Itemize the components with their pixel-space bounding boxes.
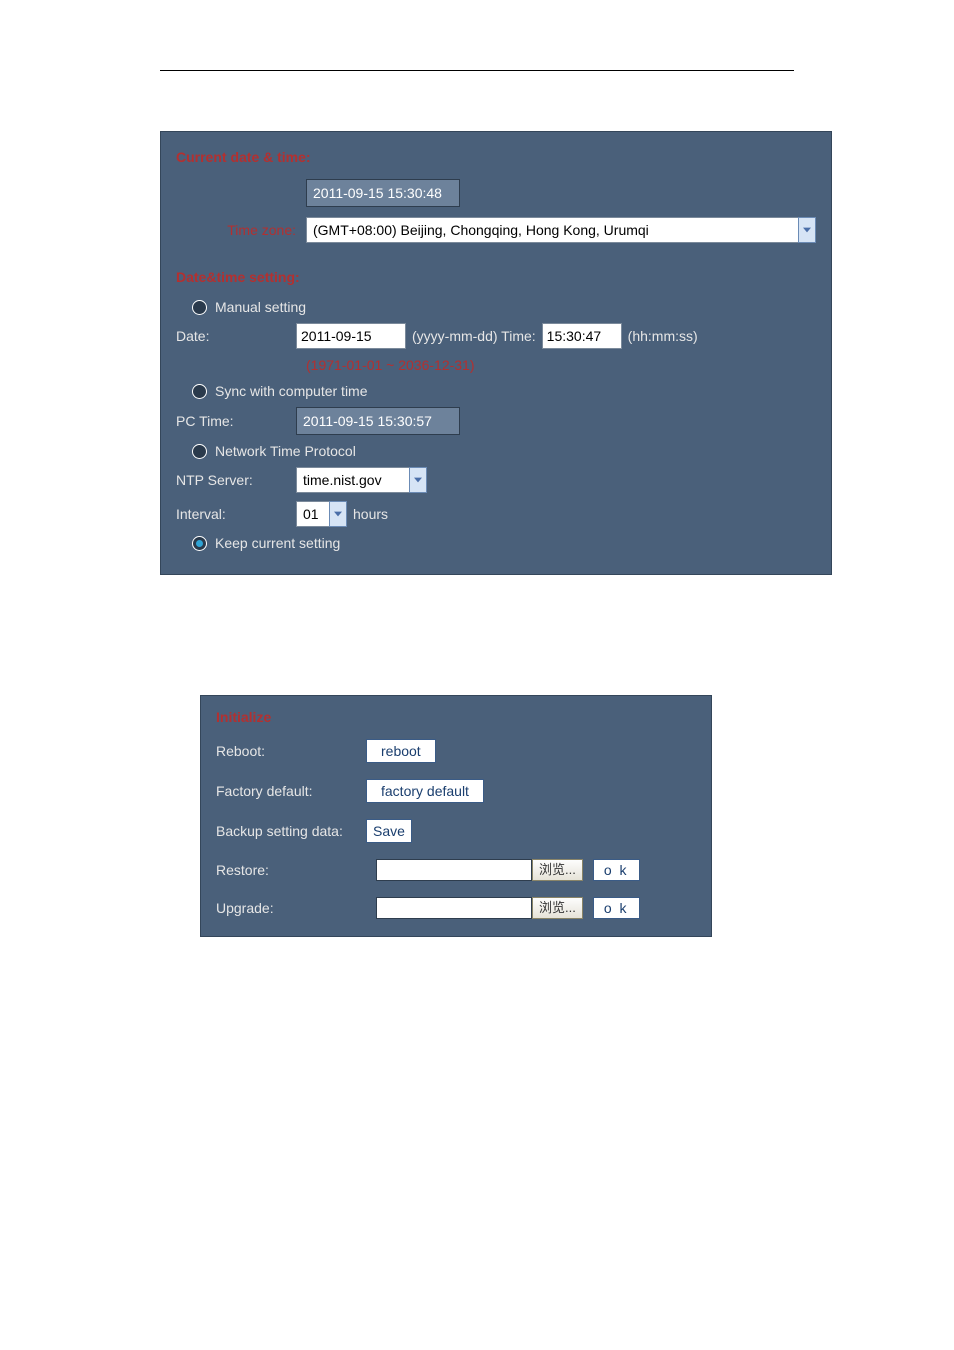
pc-time-value: 2011-09-15 15:30:57 bbox=[296, 407, 460, 435]
radio-keep-label: Keep current setting bbox=[215, 535, 340, 551]
initialize-title: Initialize bbox=[216, 709, 696, 725]
radio-ntp-label: Network Time Protocol bbox=[215, 443, 356, 459]
ntp-interval-label: Interval: bbox=[176, 506, 296, 522]
reboot-button[interactable]: reboot bbox=[366, 739, 436, 763]
manual-date-input[interactable] bbox=[296, 323, 406, 349]
pc-time-label: PC Time: bbox=[176, 413, 296, 429]
restore-browse-button[interactable]: 浏览... bbox=[532, 859, 583, 881]
upgrade-label: Upgrade: bbox=[216, 900, 376, 916]
current-datetime-row: 2011-09-15 15:30:48 bbox=[176, 179, 816, 207]
upgrade-browse-button[interactable]: 浏览... bbox=[532, 897, 583, 919]
ntp-server-value: time.nist.gov bbox=[296, 467, 409, 493]
upgrade-file-input[interactable] bbox=[376, 897, 532, 919]
manual-date-label: Date: bbox=[176, 328, 296, 344]
radio-ntp[interactable]: Network Time Protocol bbox=[192, 443, 816, 459]
backup-label: Backup setting data: bbox=[216, 823, 366, 839]
radio-sync-label: Sync with computer time bbox=[215, 383, 368, 399]
timezone-row: Time zone: (GMT+08:00) Beijing, Chongqin… bbox=[176, 217, 816, 243]
reboot-label: Reboot: bbox=[216, 743, 366, 759]
restore-label: Restore: bbox=[216, 862, 376, 878]
ntp-server-label: NTP Server: bbox=[176, 472, 296, 488]
radio-manual[interactable]: Manual setting bbox=[192, 299, 816, 315]
ntp-interval-row: Interval: 01 hours bbox=[176, 501, 816, 527]
radio-icon bbox=[192, 384, 207, 399]
upgrade-ok-button[interactable]: o k bbox=[593, 897, 640, 919]
timezone-label: Time zone: bbox=[176, 222, 306, 238]
manual-date-hint: (yyyy-mm-dd) Time: bbox=[412, 328, 536, 344]
restore-ok-button[interactable]: o k bbox=[593, 859, 640, 881]
radio-icon bbox=[192, 444, 207, 459]
ntp-interval-unit: hours bbox=[353, 506, 388, 522]
upgrade-row: Upgrade: 浏览... o k bbox=[216, 897, 696, 919]
ntp-interval-value: 01 bbox=[296, 501, 329, 527]
page-root: Current date & time: 2011-09-15 15:30:48… bbox=[0, 70, 954, 977]
current-datetime-value: 2011-09-15 15:30:48 bbox=[306, 179, 460, 207]
factory-row: Factory default: factory default bbox=[216, 779, 696, 803]
ntp-server-row: NTP Server: time.nist.gov bbox=[176, 467, 816, 493]
save-button[interactable]: Save bbox=[366, 819, 412, 843]
restore-file-input[interactable] bbox=[376, 859, 532, 881]
radio-icon bbox=[192, 300, 207, 315]
radio-keep[interactable]: Keep current setting bbox=[192, 535, 816, 551]
restore-row: Restore: 浏览... o k bbox=[216, 859, 696, 881]
chevron-down-icon bbox=[409, 467, 427, 493]
radio-icon bbox=[192, 536, 207, 551]
ntp-server-select[interactable]: time.nist.gov bbox=[296, 467, 427, 493]
manual-date-row: Date: (yyyy-mm-dd) Time: (hh:mm:ss) bbox=[176, 323, 816, 349]
factory-default-button[interactable]: factory default bbox=[366, 779, 484, 803]
initialize-panel: Initialize Reboot: reboot Factory defaul… bbox=[200, 695, 712, 937]
timezone-value: (GMT+08:00) Beijing, Chongqing, Hong Kon… bbox=[306, 217, 798, 243]
manual-time-input[interactable] bbox=[542, 323, 622, 349]
top-divider bbox=[160, 70, 794, 71]
factory-label: Factory default: bbox=[216, 783, 366, 799]
backup-row: Backup setting data: Save bbox=[216, 819, 696, 843]
reboot-row: Reboot: reboot bbox=[216, 739, 696, 763]
pc-time-row: PC Time: 2011-09-15 15:30:57 bbox=[176, 407, 816, 435]
ntp-interval-select[interactable]: 01 bbox=[296, 501, 347, 527]
timezone-select[interactable]: (GMT+08:00) Beijing, Chongqing, Hong Kon… bbox=[306, 217, 816, 243]
chevron-down-icon bbox=[798, 217, 816, 243]
chevron-down-icon bbox=[329, 501, 347, 527]
datetime-panel: Current date & time: 2011-09-15 15:30:48… bbox=[160, 131, 832, 575]
radio-sync[interactable]: Sync with computer time bbox=[192, 383, 816, 399]
radio-manual-label: Manual setting bbox=[215, 299, 306, 315]
manual-range-hint: (1971-01-01 ~ 2036-12-31) bbox=[306, 357, 816, 373]
datetime-setting-title: Date&time setting: bbox=[176, 269, 816, 285]
current-datetime-title: Current date & time: bbox=[176, 149, 816, 165]
manual-time-hint: (hh:mm:ss) bbox=[628, 328, 698, 344]
